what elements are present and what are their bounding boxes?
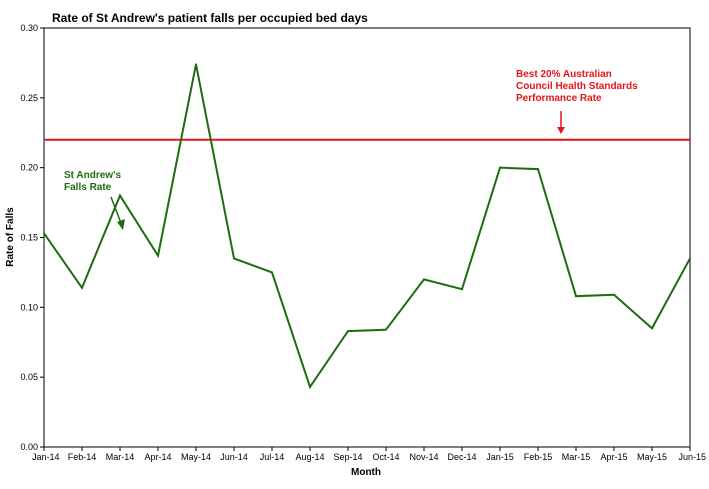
x-tick-label: Dec-14 [447,452,476,462]
chart-title: Rate of St Andrew's patient falls per oc… [52,11,368,25]
y-tick-label: 0.00 [20,442,38,452]
y-tick-label: 0.25 [20,93,38,103]
data-point [347,330,349,333]
y-tick-label: 0.30 [20,23,38,33]
x-tick-label: Jan-15 [486,452,514,462]
data-point [233,257,235,260]
series-arrowhead [117,219,125,230]
plot-area [43,27,691,448]
x-tick-label: Nov-14 [409,452,438,462]
x-tick-label: Mar-14 [106,452,135,462]
x-tick-label: Mar-15 [562,452,591,462]
data-point [613,293,615,296]
data-point [689,257,691,260]
x-tick-label: Jun-14 [220,452,248,462]
x-tick-label: Sep-14 [333,452,362,462]
data-point [385,328,387,331]
y-tick-label: 0.10 [20,302,38,312]
y-axis-label: Rate of Falls [5,207,16,267]
y-tick-label: 0.05 [20,372,38,382]
x-tick-label: Jun-15 [678,452,706,462]
data-point [423,278,425,281]
series-annotation-arrow [110,196,122,224]
x-axis-label: Month [351,467,381,478]
data-point [81,286,83,289]
data-point [651,327,653,330]
y-axis-ticks: 0.00 0.05 0.10 0.15 0.20 0.25 0.30 [20,23,44,452]
x-axis-ticks: Jan-14 Feb-14 Mar-14 Apr-14 May-14 Jun-14 Jul-… [32,447,706,462]
data-point [119,194,121,197]
reference-annotation-text: Performance Rate [516,93,602,104]
data-point [157,254,159,257]
x-tick-label: Jul-14 [260,452,285,462]
x-tick-label: Feb-14 [68,452,97,462]
x-tick-label: Feb-15 [524,452,553,462]
reference-arrowhead [557,127,565,134]
x-tick-label: Aug-14 [295,452,324,462]
y-tick-label: 0.15 [20,233,38,243]
x-tick-label: May-15 [637,452,667,462]
data-point [271,271,273,274]
data-point [575,295,577,298]
data-points [43,63,691,388]
reference-annotation-text: Best 20% Australian [516,69,612,80]
data-point [537,168,539,171]
x-tick-label: Apr-15 [600,452,627,462]
series-annotation-text: Falls Rate [64,182,112,193]
data-point [461,288,463,291]
x-tick-label: Jan-14 [32,452,60,462]
data-point [43,232,45,235]
data-point [195,63,197,66]
x-tick-label: May-14 [181,452,211,462]
data-point [309,385,311,388]
series-line [43,64,691,390]
series-annotation-text: St Andrew's [64,170,121,181]
reference-annotation-text: Council Health Standards [516,81,638,92]
x-tick-label: Apr-14 [144,452,171,462]
y-tick-label: 0.20 [20,163,38,173]
data-point [499,166,501,169]
x-tick-label: Oct-14 [372,452,399,462]
